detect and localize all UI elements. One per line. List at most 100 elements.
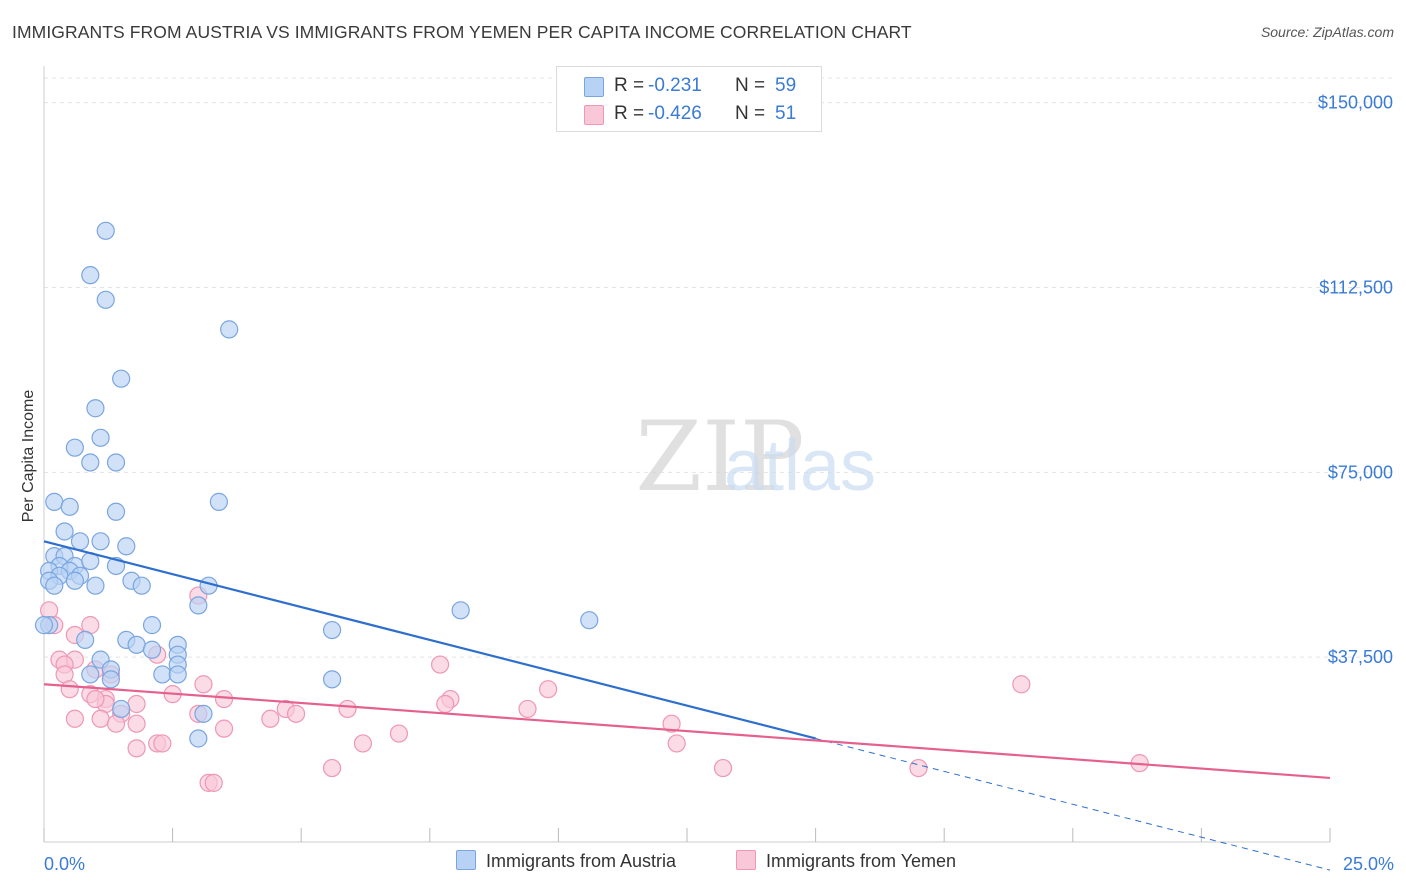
yemen-point <box>518 699 537 719</box>
yemen-point <box>127 739 146 758</box>
yemen-legend-swatch <box>736 850 756 870</box>
r-value: -0.426 <box>648 103 702 124</box>
austria-point <box>322 620 342 640</box>
austria-point <box>96 290 115 309</box>
austria-point <box>70 532 90 551</box>
austria-point <box>117 537 136 556</box>
austria-point <box>106 502 126 521</box>
austria-point <box>45 492 64 511</box>
austria-point <box>76 630 95 650</box>
n-label: N = <box>735 103 766 124</box>
x-tick-label-min: 0.0% <box>44 854 85 874</box>
chart-title: IMMIGRANTS FROM AUSTRIA VS IMMIGRANTS FR… <box>12 22 912 42</box>
yemen-point <box>204 773 223 792</box>
austria-point <box>91 532 110 551</box>
yemen-point <box>667 734 686 753</box>
austria-point <box>60 497 79 516</box>
yemen-point <box>436 694 455 714</box>
austria-point <box>322 670 342 689</box>
austria-point <box>132 576 151 595</box>
austria-point <box>106 453 126 472</box>
austria-point <box>142 616 162 635</box>
austria-trend-line <box>43 540 816 740</box>
austria-points <box>34 221 599 748</box>
austria-legend-swatch <box>456 850 476 870</box>
trend-lines <box>43 540 1331 871</box>
austria-point <box>86 399 105 418</box>
austria-point <box>153 665 172 684</box>
y-tick-label: $75,000 <box>1328 462 1393 482</box>
austria-point <box>194 704 213 723</box>
austria-point <box>112 369 131 388</box>
axes <box>43 66 1331 843</box>
y-tick-label: $112,500 <box>1319 277 1393 297</box>
austria-point <box>112 699 131 719</box>
yemen-point <box>214 689 234 709</box>
austria-point <box>96 221 115 240</box>
austria-point <box>451 601 470 620</box>
yemen-point <box>60 680 79 699</box>
legend-item-yemen: Immigrants from Yemen <box>736 850 956 872</box>
yemen-point <box>91 709 110 728</box>
austria-point <box>34 616 54 635</box>
n-value: 51 <box>775 103 797 124</box>
austria-point <box>127 635 146 654</box>
legend-item-austria: Immigrants from Austria <box>456 850 676 872</box>
yemen-point <box>214 719 234 738</box>
austria-point <box>81 266 100 285</box>
yemen-point <box>389 724 409 743</box>
yemen-point <box>338 699 357 719</box>
watermark-atlas: atlas <box>724 426 876 506</box>
n-value: 59 <box>775 75 797 96</box>
yemen-point <box>322 758 342 778</box>
yemen-point <box>353 734 373 753</box>
r-label: R = <box>614 103 645 124</box>
yemen-trend-line <box>43 683 1331 780</box>
legend-row-austria: R = -0.231 N = 59 <box>557 73 821 101</box>
yemen-point <box>286 704 306 723</box>
yemen-point <box>261 709 280 728</box>
grid-lines <box>44 77 1394 658</box>
yemen-point <box>430 655 450 674</box>
yemen-point <box>153 734 172 753</box>
yemen-point <box>539 680 558 699</box>
austria-point <box>189 729 208 748</box>
austria-point <box>65 438 84 457</box>
legend-row-yemen: R = -0.426 N = 51 <box>557 101 821 129</box>
y-tick-label: $150,000 <box>1318 93 1393 113</box>
r-value: -0.231 <box>648 75 702 96</box>
source-label: Source: ZipAtlas.com <box>1260 24 1394 40</box>
yemen-point <box>909 758 928 778</box>
austria-point <box>101 670 120 689</box>
austria-point <box>209 492 228 511</box>
austria-point <box>81 665 100 684</box>
yemen-point <box>194 675 213 694</box>
n-label: N = <box>735 75 766 96</box>
correlation-legend: R = -0.231 N = 59 R = -0.426 N = 51 <box>556 66 822 132</box>
yemen-swatch <box>584 105 604 125</box>
yemen-point <box>662 714 681 733</box>
austria-point <box>220 320 239 339</box>
yemen-points <box>40 586 1149 792</box>
yemen-legend-label: Immigrants from Yemen <box>766 851 957 871</box>
austria-legend-label: Immigrants from Austria <box>486 851 677 871</box>
y-tick-labels: $37,500 $75,000 $112,500 $150,000 <box>1318 93 1393 668</box>
austria-point <box>580 611 599 630</box>
yemen-point <box>713 758 733 778</box>
yemen-point <box>86 689 105 709</box>
yemen-point <box>1012 675 1031 694</box>
austria-point <box>81 453 100 472</box>
y-tick-label: $37,500 <box>1328 647 1393 667</box>
austria-point <box>168 665 187 684</box>
yemen-point <box>127 714 146 733</box>
austria-swatch <box>584 77 604 97</box>
austria-point <box>91 428 110 447</box>
austria-point <box>55 522 74 541</box>
r-label: R = <box>614 75 645 96</box>
austria-trend-extension <box>815 738 1331 871</box>
austria-point <box>65 571 84 590</box>
x-tick-label-max: 25.0% <box>1343 854 1394 874</box>
austria-point <box>45 576 64 595</box>
watermark-zip: ZIP <box>635 401 804 513</box>
